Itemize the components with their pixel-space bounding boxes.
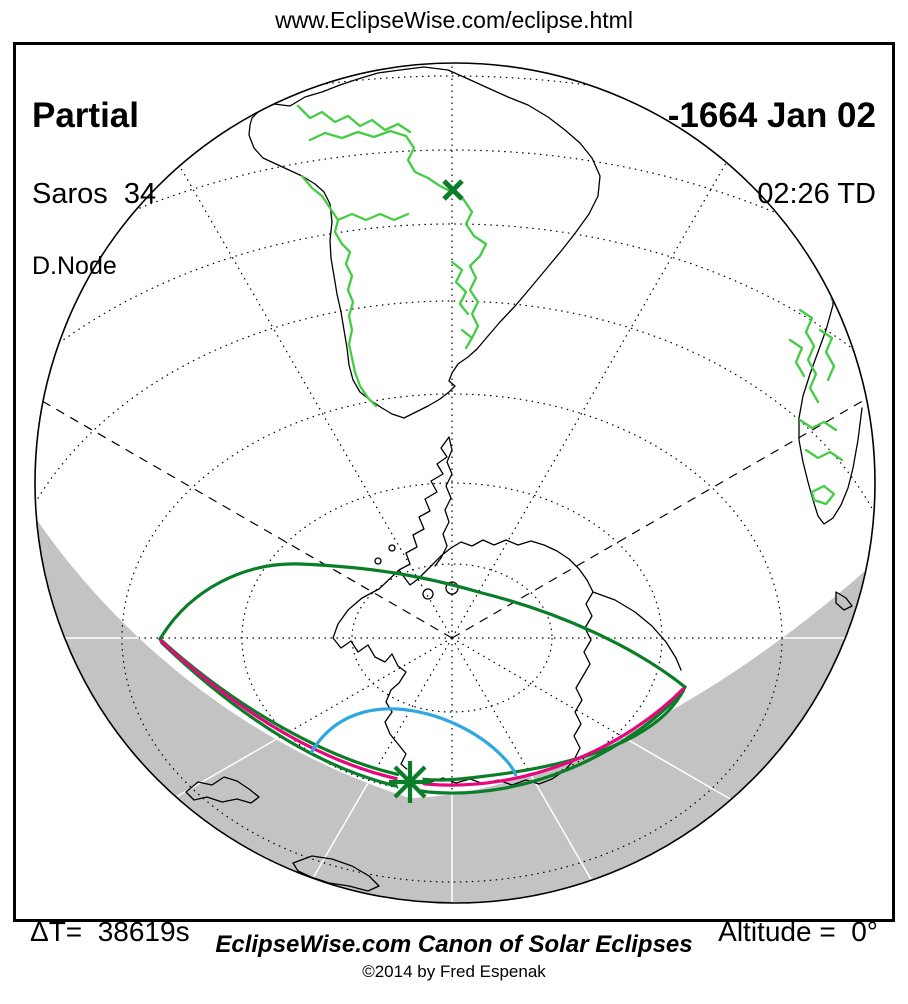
eclipse-begin-end-curve [309,707,518,777]
penumbra-limit-curve [157,562,687,782]
eclipse-type-label: Partial [32,96,139,136]
greatest-eclipse-marker [389,761,431,803]
node-label: D.Node [32,252,117,281]
saros-label: Saros 34 [32,177,157,210]
globe-limb [34,62,876,904]
eclipse-date-block: -1664 Jan 02 02:26 TD [668,56,876,251]
eclipse-params-right: Altitude = 0° Mag. = 0.2878 [698,843,878,1004]
eclipse-time-label: 02:26 TD [757,177,876,210]
source-url: www.EclipseWise.com/eclipse.html [275,7,633,33]
eclipse-params-left: ΔT= 38619s Gam. = -1.3934 [30,843,225,1004]
eclipse-type-block: Partial Saros 34 D.Node [32,56,156,321]
altitude-label: Altitude = 0° [718,916,878,948]
copyright-line: ©2014 by Fred Espenak [362,962,546,981]
eclipse-date-label: -1664 Jan 02 [667,96,876,136]
eclipse-horizon-curve [159,640,686,795]
globe-day-area [35,63,875,903]
night-region [37,520,866,903]
coastlines [149,66,863,892]
delta-t-label: ΔT= 38619s [30,916,190,948]
canon-caption: EclipseWise.com Canon of Solar Eclipses [215,931,693,958]
sub-solar-marker [442,179,464,201]
south-america-coast [248,66,601,419]
